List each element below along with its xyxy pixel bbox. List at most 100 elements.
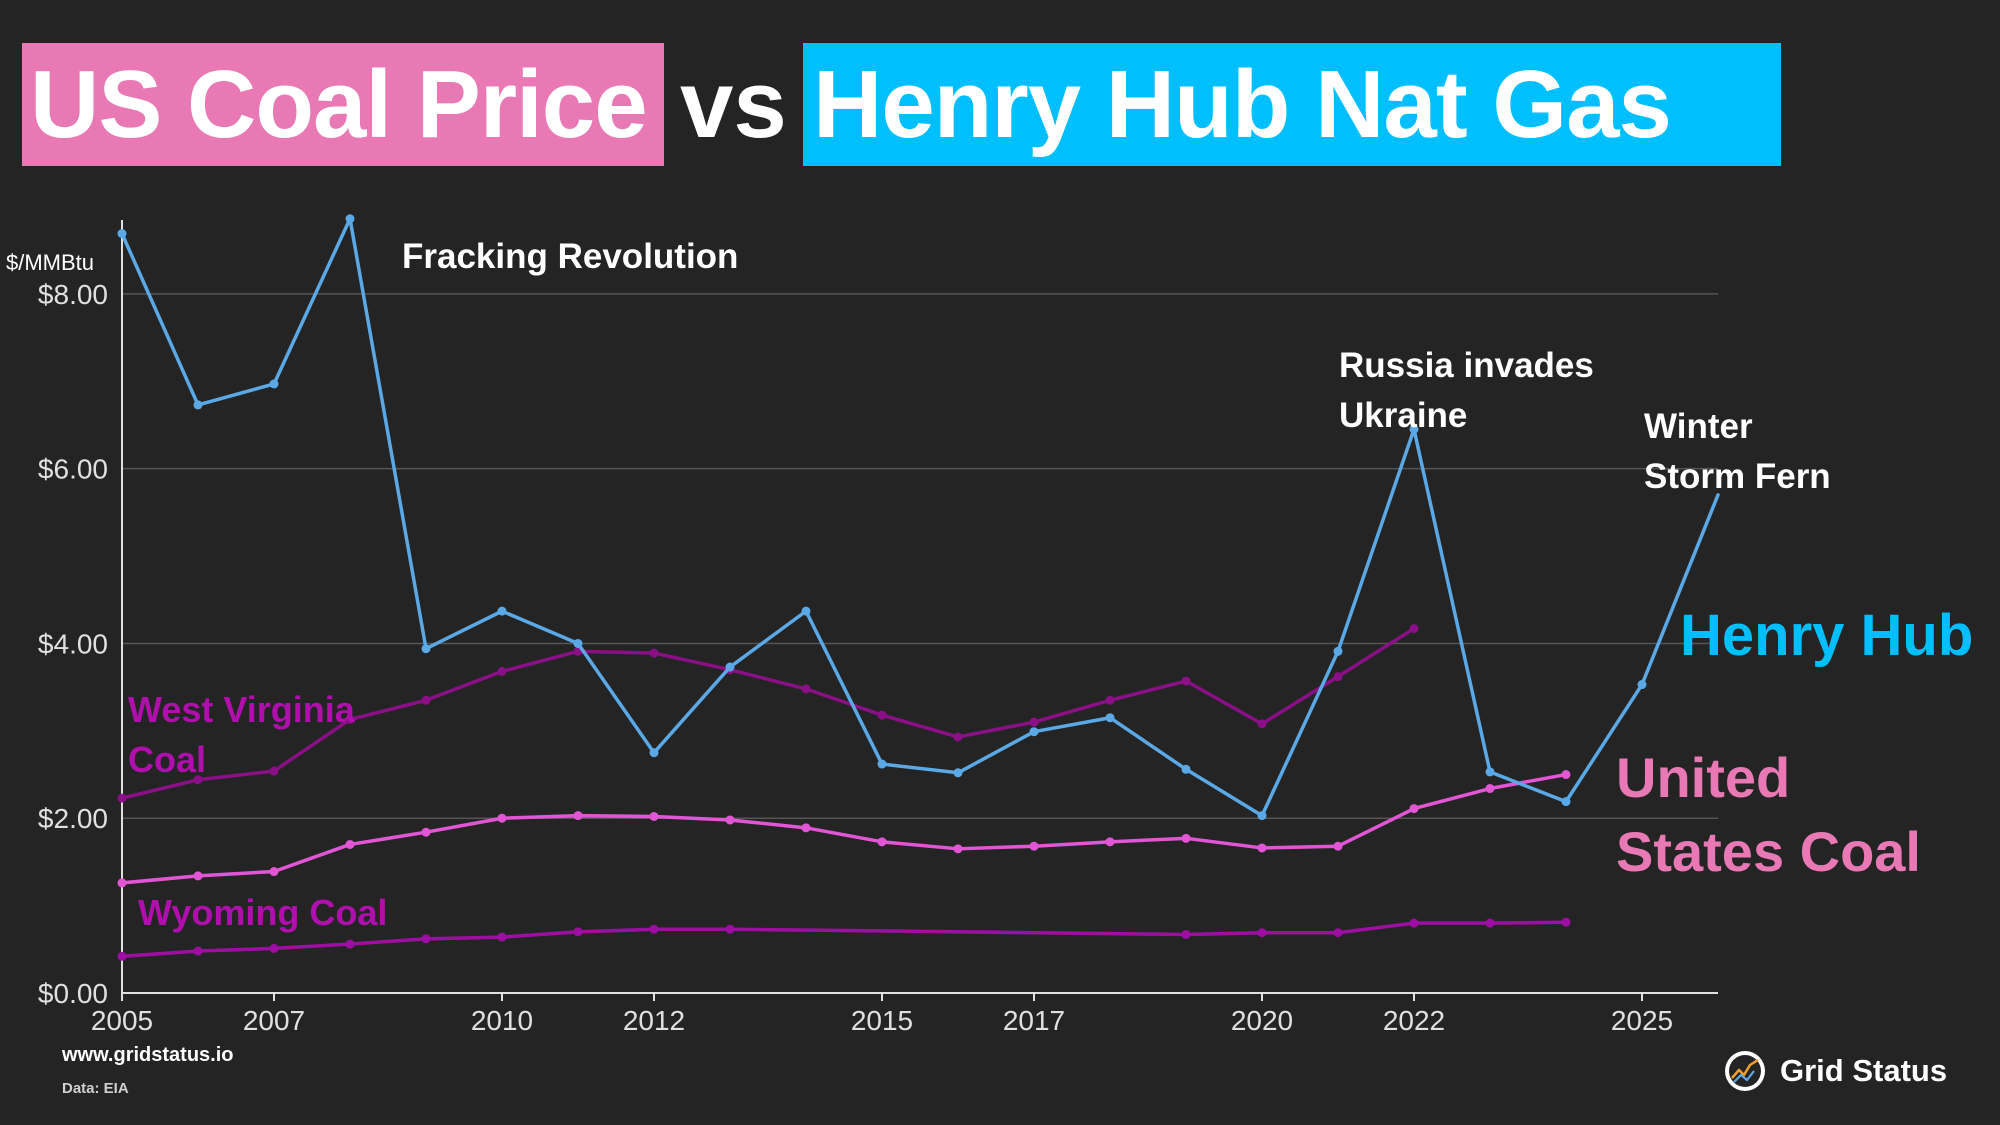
us-coal-point <box>193 871 203 881</box>
west-virginia-point <box>345 714 355 724</box>
axes-layer: $0.00 $2.00 $4.00 $6.00 $8.00 $/MMBtu 2005 2007… <box>6 220 1718 1036</box>
x-tick-label: 2012 <box>623 1005 685 1036</box>
us-coal-point <box>1257 843 1267 853</box>
annotation-fracking: Fracking Revolution <box>402 237 738 276</box>
us-coal-line <box>120 772 1568 885</box>
west-virginia-point <box>193 775 203 785</box>
henry-hub-point <box>497 606 507 616</box>
y-tick-label: $2.00 <box>38 803 108 834</box>
us-coal-point <box>497 813 507 823</box>
x-tick-label: 2015 <box>851 1005 913 1036</box>
us-coal-point <box>421 827 431 837</box>
labels-layer: Fracking Revolution Russia invades Ukraine… <box>128 237 1973 933</box>
west-virginia-point <box>1105 695 1115 705</box>
title-row: US Coal Price vs Henry Hub Nat Gas <box>0 0 2000 180</box>
west-virginia-point <box>1181 676 1191 686</box>
wyoming-point <box>421 934 431 944</box>
henry-hub-point <box>117 229 127 239</box>
us-coal-point <box>1181 833 1191 843</box>
title-coal: US Coal Price <box>22 43 664 166</box>
us-coal-point <box>877 837 887 847</box>
us-coal-point <box>1029 841 1039 851</box>
us-coal-point <box>725 815 735 825</box>
x-tick-label: 2007 <box>243 1005 305 1036</box>
us-coal-point <box>1105 837 1115 847</box>
brand-name: Grid Status <box>1780 1053 1948 1088</box>
wyoming-point <box>573 927 583 937</box>
wyoming-point <box>1333 928 1343 938</box>
us-coal-point <box>573 811 583 821</box>
wyoming-point <box>269 943 279 953</box>
west-virginia-line <box>120 626 1416 800</box>
henry-hub-point <box>1485 767 1495 777</box>
west-virginia-point <box>1029 717 1039 727</box>
grid-status-logo-icon <box>1725 1051 1765 1091</box>
x-tick-label: 2020 <box>1231 1005 1293 1036</box>
henry-hub-line <box>120 217 1720 818</box>
us-coal-point <box>1333 841 1343 851</box>
henry-hub-point <box>1181 764 1191 774</box>
series-label-west-virginia: Coal <box>128 739 206 780</box>
henry-hub-point <box>1409 424 1419 434</box>
west-virginia-point <box>1257 719 1267 729</box>
footer-site: www.gridstatus.io <box>62 1044 234 1066</box>
grid-layer <box>122 293 1718 819</box>
henry-hub-point <box>1105 713 1115 723</box>
henry-hub-point <box>953 768 963 778</box>
footer-source: Data: EIA <box>62 1080 129 1097</box>
wyoming-point <box>1561 917 1571 927</box>
title-vs: vs <box>680 51 787 158</box>
wyoming-point <box>649 924 659 934</box>
henry-hub-point <box>801 606 811 616</box>
annotation-fern: Storm Fern <box>1644 457 1831 496</box>
west-virginia-point <box>877 710 887 720</box>
henry-hub-point <box>1257 811 1267 821</box>
wyoming-point <box>1257 928 1267 938</box>
wyoming-point <box>117 951 127 961</box>
henry-hub-point <box>573 638 583 648</box>
wyoming-point <box>1409 918 1419 928</box>
x-tick-label: 2005 <box>91 1005 153 1036</box>
henry-hub-point <box>1333 646 1343 656</box>
annotation-fern: Winter <box>1644 407 1753 446</box>
henry-hub-point <box>1029 727 1039 737</box>
wyoming-point <box>1181 929 1191 939</box>
y-axis-label: $/MMBtu <box>6 250 94 275</box>
us-coal-point <box>1485 784 1495 794</box>
title-henry-hub: Henry Hub Nat Gas <box>803 43 1781 166</box>
wyoming-point <box>497 932 507 942</box>
henry-hub-point <box>1637 680 1647 690</box>
henry-hub-point <box>193 400 203 410</box>
us-coal-point <box>953 844 963 854</box>
series-label-henry-hub: Henry Hub <box>1680 603 1973 668</box>
series-label-wyoming: Wyoming Coal <box>138 892 387 933</box>
x-tick-label: 2025 <box>1611 1005 1673 1036</box>
west-virginia-point <box>1333 672 1343 682</box>
annotation-russia: Ukraine <box>1339 396 1467 435</box>
west-virginia-point <box>953 732 963 742</box>
henry-hub-point <box>877 759 887 769</box>
west-virginia-point <box>497 666 507 676</box>
wyoming-point <box>1485 918 1495 928</box>
y-tick-label: $8.00 <box>38 279 108 310</box>
us-coal-point <box>801 823 811 833</box>
west-virginia-point <box>117 793 127 803</box>
brand: Grid Status <box>1722 1046 1947 1096</box>
west-virginia-point <box>421 695 431 705</box>
west-virginia-point <box>801 684 811 694</box>
us-coal-point <box>1561 770 1571 780</box>
y-tick-label: $6.00 <box>38 454 108 485</box>
wyoming-point <box>345 939 355 949</box>
x-tick-label: 2010 <box>471 1005 533 1036</box>
henry-hub-point <box>649 748 659 758</box>
west-virginia-point <box>1409 624 1419 634</box>
henry-hub-point <box>725 662 735 672</box>
henry-hub-point <box>345 214 355 224</box>
us-coal-point <box>117 878 127 888</box>
us-coal-point <box>1409 804 1419 814</box>
us-coal-point <box>345 839 355 849</box>
x-tick-label: 2017 <box>1003 1005 1065 1036</box>
west-virginia-point <box>269 766 279 776</box>
henry-hub-point <box>269 379 279 389</box>
